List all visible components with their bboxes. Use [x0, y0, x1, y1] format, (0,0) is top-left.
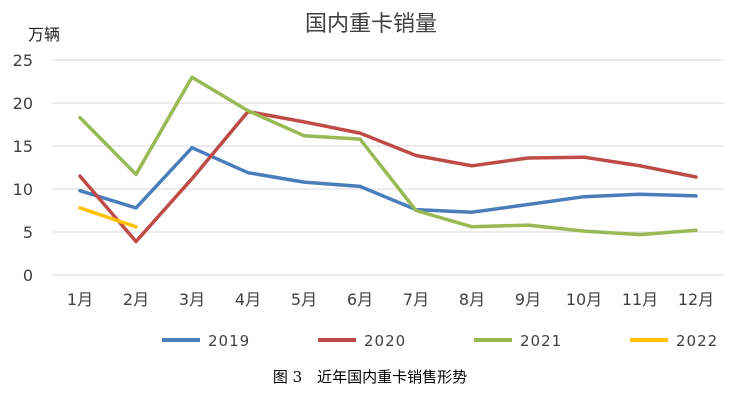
chart-title: 国内重卡销量: [305, 12, 437, 37]
x-tick-label: 1月: [67, 290, 93, 309]
series-line-2022: [78, 206, 138, 229]
x-tick-label: 4月: [235, 290, 261, 309]
legend-label-2021: 2021: [520, 332, 562, 350]
x-tick-label: 3月: [179, 290, 205, 309]
y-axis-ticks: 0 5 10 15 20 25: [13, 51, 33, 285]
x-tick-label: 7月: [403, 290, 429, 309]
legend: 2019 2020 2021 2022: [162, 332, 718, 350]
y-tick-label: 20: [13, 94, 33, 113]
x-tick-label: 5月: [291, 290, 317, 309]
legend-label-2022: 2022: [676, 332, 718, 350]
x-axis-ticks: 1月 2月 3月 4月 5月 6月 7月 8月 9月 10月 11月 12月: [67, 290, 714, 309]
y-tick-label: 25: [13, 51, 33, 70]
series-lines: [78, 75, 698, 244]
x-tick-label: 12月: [678, 290, 714, 309]
grid-lines: [52, 59, 724, 276]
x-tick-label: 8月: [459, 290, 485, 309]
series-line-2019: [78, 145, 698, 214]
y-tick-label: 10: [13, 180, 33, 199]
series-line-2021: [78, 75, 698, 237]
y-tick-label: 5: [23, 223, 33, 242]
figure-caption: 图 3 近年国内重卡销售形势: [273, 368, 467, 386]
series-line-2020: [78, 109, 698, 244]
x-tick-label: 11月: [622, 290, 658, 309]
legend-label-2019: 2019: [208, 332, 250, 350]
x-tick-label: 6月: [347, 290, 373, 309]
x-tick-label: 10月: [566, 290, 602, 309]
y-tick-label: 15: [13, 137, 33, 156]
legend-label-2020: 2020: [364, 332, 406, 350]
x-tick-label: 9月: [515, 290, 541, 309]
y-axis-unit: 万辆: [28, 25, 60, 44]
x-tick-label: 2月: [123, 290, 149, 309]
y-tick-label: 0: [23, 266, 33, 285]
